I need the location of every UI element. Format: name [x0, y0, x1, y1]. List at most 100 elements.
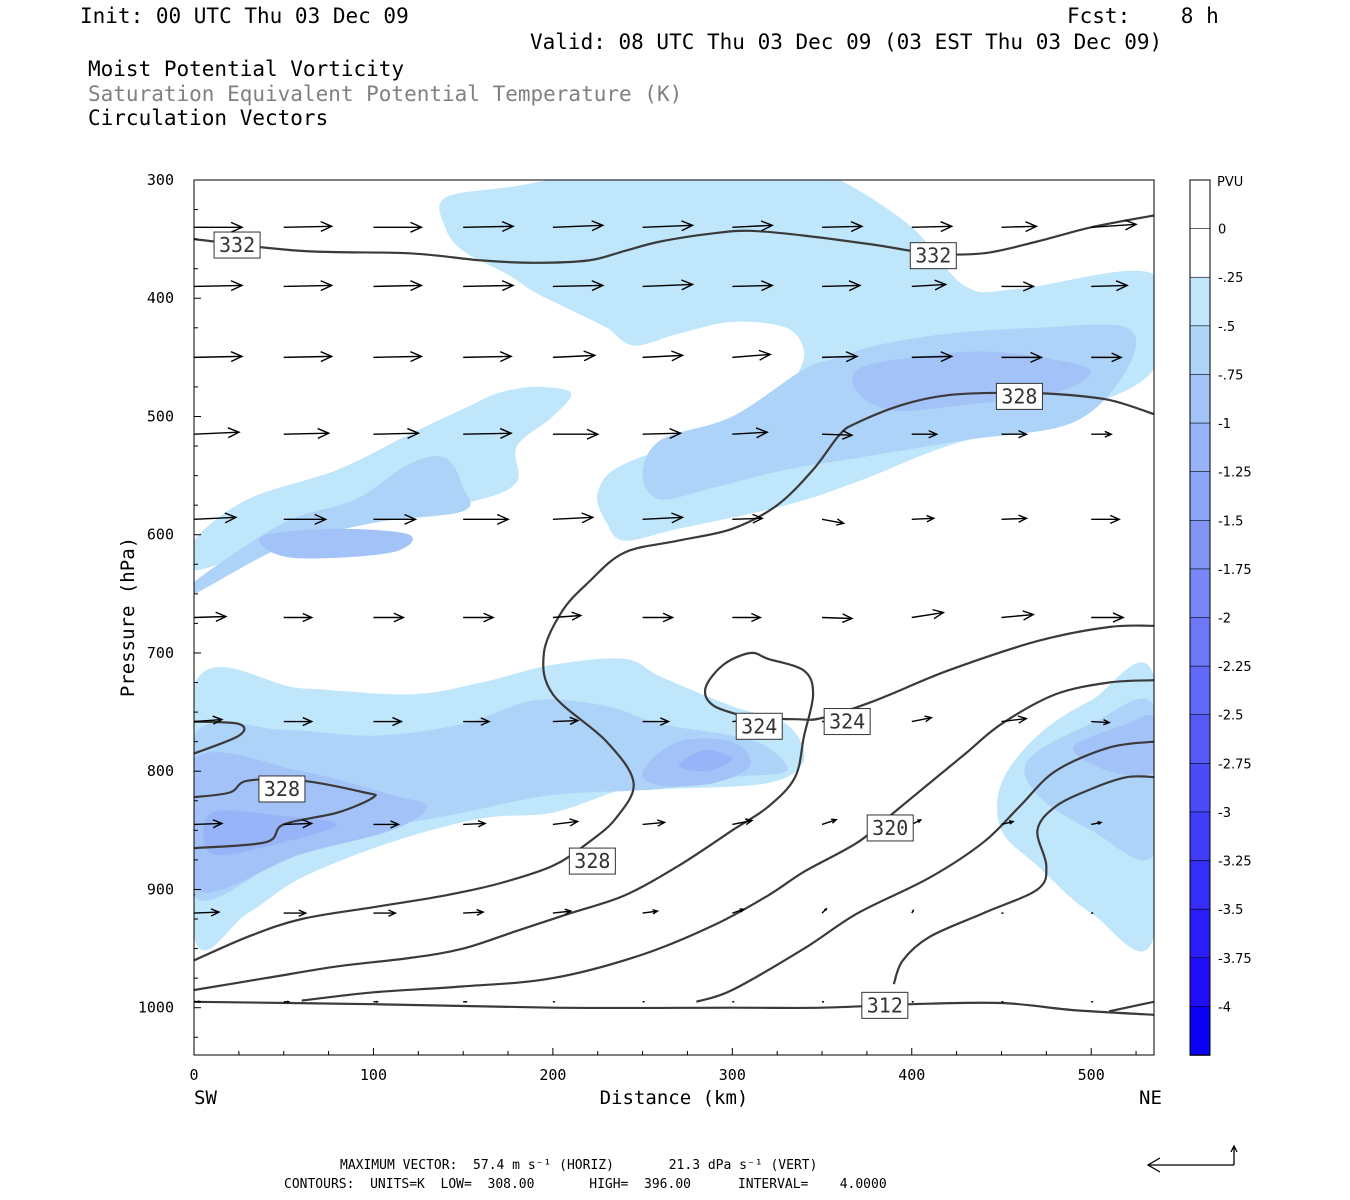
contour-label-320: 320	[866, 814, 914, 842]
circulation-vector	[194, 611, 228, 623]
circulation-vector	[911, 430, 939, 439]
circulation-vector	[194, 819, 224, 829]
colorbar-swatch	[1189, 471, 1211, 522]
circulation-vector	[552, 716, 580, 726]
circulation-vector	[1091, 280, 1129, 292]
plot-frame	[193, 179, 1155, 1056]
circulation-vector	[911, 715, 934, 723]
circulation-vector	[283, 1000, 291, 1004]
colorbar-tick-label: -.5	[1218, 320, 1235, 335]
init-time: Init: 00 UTC Thu 03 Dec 09	[80, 4, 409, 28]
contour-label-text: 332	[915, 244, 951, 268]
circulation-vector	[552, 220, 605, 232]
circulation-vector	[283, 280, 334, 292]
colorbar-swatch	[1189, 374, 1211, 424]
theta-contour-332-0	[194, 214, 1154, 264]
circulation-vector	[1091, 352, 1123, 363]
theta-contour-312-11	[1108, 1000, 1154, 1013]
x-axis-label: Distance (km)	[600, 1087, 749, 1109]
circulation-vector	[732, 612, 763, 623]
colorbar-swatch	[1189, 422, 1211, 473]
colorbar-swatch	[1189, 179, 1211, 230]
circulation-vector	[373, 351, 424, 363]
y-tick-label: 500	[147, 407, 174, 425]
title-line-1: Moist Potential Vorticity	[88, 57, 405, 81]
circulation-vector	[642, 819, 667, 827]
circulation-vector	[732, 908, 746, 914]
title-line-2: Saturation Equivalent Potential Temperat…	[88, 82, 683, 106]
y-tick-label: 800	[147, 762, 174, 780]
circulation-vector	[194, 1000, 202, 1004]
circulation-vector	[463, 220, 515, 233]
colorbar-tick-label: -4	[1218, 1000, 1231, 1015]
circulation-vector	[552, 908, 573, 915]
valid-time: Valid: 08 UTC Thu 03 Dec 09 (03 EST Thu …	[530, 30, 1163, 54]
contour-label-text: 328	[264, 777, 300, 801]
colorbar-swatch	[1189, 228, 1211, 279]
circulation-vector	[463, 513, 510, 525]
circulation-vector	[463, 717, 491, 726]
circulation-vector	[642, 612, 675, 623]
circulation-vector	[821, 818, 838, 826]
contour-label-328: 328	[258, 775, 306, 803]
contour-label-324: 324	[735, 712, 783, 740]
circulation-vector	[1091, 514, 1121, 524]
colorbar-swatch	[1189, 860, 1211, 910]
circulation-vector	[642, 350, 685, 362]
circulation-vector	[463, 351, 513, 363]
y-tick-label: 400	[147, 289, 174, 307]
colorbar-tick-label: -3	[1218, 806, 1231, 821]
circulation-vector	[463, 427, 513, 439]
theta-contour-312-10	[194, 1000, 1154, 1016]
circulation-vector	[911, 514, 936, 523]
pv-shade-level1-region1	[194, 456, 471, 594]
circulation-vector	[373, 427, 421, 439]
circulation-vector	[642, 220, 695, 232]
y-axis-label: Pressure (hPa)	[117, 537, 139, 697]
circulation-vector	[1091, 219, 1138, 231]
colorbar-tick-label: -3.75	[1218, 952, 1252, 967]
colorbar-tick-label: -1	[1218, 417, 1231, 432]
circulation-vector	[373, 1000, 380, 1003]
circulation-vector	[732, 349, 772, 361]
reference-vector-icon	[1146, 1144, 1238, 1173]
contour-label-text: 324	[741, 714, 777, 738]
colorbar-swatch	[1189, 811, 1211, 862]
colorbar-swatch	[1189, 714, 1211, 765]
contour-label-text: 328	[1001, 384, 1037, 408]
pv-shade-level3-region1	[202, 810, 338, 856]
circulation-vector	[911, 279, 948, 291]
title-line-3: Circulation Vectors	[88, 106, 329, 130]
colorbar-tick-label: -.75	[1218, 368, 1243, 383]
circulation-vector	[552, 818, 580, 827]
colorbar-swatch	[1189, 617, 1211, 667]
colorbar-tick-label: -2.25	[1218, 660, 1252, 675]
pv-shade-level1-region2	[194, 699, 788, 901]
colorbar-swatch	[1189, 763, 1211, 813]
theta-contour-316-8	[696, 740, 1154, 1003]
circulation-vector	[821, 907, 828, 914]
circulation-vector	[373, 513, 418, 525]
colorbar-frame	[1189, 179, 1211, 1056]
circulation-vector	[1091, 719, 1111, 726]
circulation-vector	[283, 716, 314, 727]
circulation-vector	[911, 608, 946, 620]
circulation-vector	[552, 512, 595, 524]
circulation-vector	[463, 908, 485, 916]
circulation-vector	[642, 512, 685, 524]
circulation-vector	[1091, 612, 1125, 623]
circulation-vector	[822, 351, 859, 363]
circulation-vector	[194, 351, 244, 363]
colorbar-tick-label: -1.25	[1218, 466, 1252, 481]
circulation-vector	[283, 427, 331, 439]
colorbar-unit: PVU	[1217, 175, 1243, 190]
circulation-vector	[283, 612, 314, 623]
contour-label-text: 332	[219, 233, 255, 257]
x-tick-label: 200	[539, 1066, 566, 1084]
y-tick-label: 300	[147, 171, 174, 189]
colorbar-swatch	[1189, 908, 1211, 959]
contour-label-328: 328	[568, 847, 616, 875]
circulation-vector	[1001, 281, 1036, 292]
circulation-vector	[463, 280, 515, 292]
circulation-vector	[283, 909, 308, 917]
